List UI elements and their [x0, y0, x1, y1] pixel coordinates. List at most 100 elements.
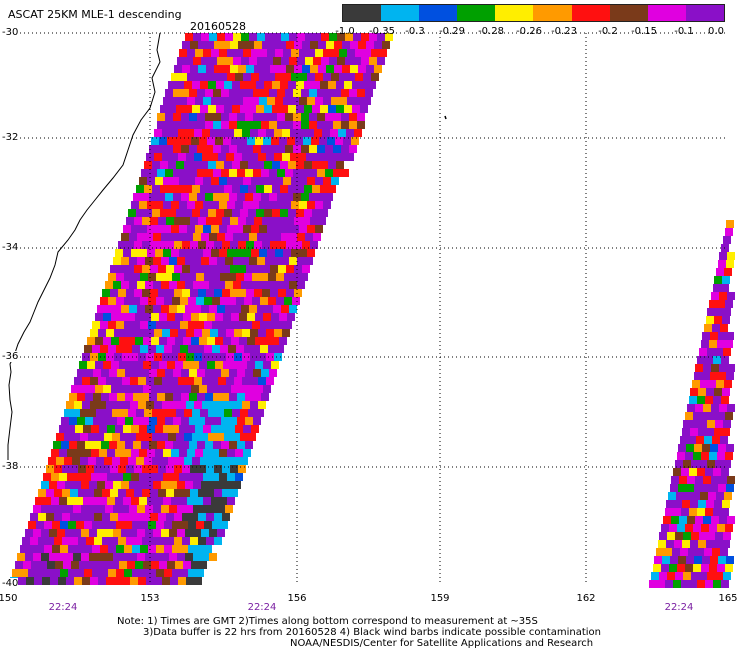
data-cell [722, 500, 730, 508]
data-cell [226, 401, 234, 409]
data-cell [261, 193, 269, 201]
data-cell [315, 201, 323, 209]
data-cell [81, 553, 89, 561]
data-cell [211, 225, 219, 233]
data-cell [713, 356, 721, 364]
data-cell [254, 41, 262, 49]
data-cell [670, 556, 678, 564]
data-cell [232, 81, 240, 89]
data-cell [102, 513, 110, 521]
data-cell [377, 33, 385, 41]
data-cell [242, 377, 250, 385]
data-cell [382, 41, 390, 49]
data-cell [272, 209, 280, 217]
data-cell [353, 33, 361, 41]
data-cell [219, 225, 227, 233]
data-cell [114, 353, 122, 361]
data-cell [86, 537, 94, 545]
data-cell [723, 572, 731, 580]
data-cell [286, 241, 294, 249]
data-cell [229, 89, 237, 97]
data-cell [256, 185, 264, 193]
data-cell [154, 153, 162, 161]
data-cell [79, 385, 87, 393]
data-cell [726, 220, 734, 228]
data-cell [177, 305, 185, 313]
data-cell [225, 33, 233, 41]
data-cell [86, 513, 94, 521]
data-cell [187, 449, 195, 457]
data-cell [260, 273, 268, 281]
data-cell [124, 297, 132, 305]
data-cell [41, 505, 49, 513]
data-cell [183, 337, 191, 345]
data-cell [102, 289, 110, 297]
data-cell [257, 257, 265, 265]
data-cell [238, 289, 246, 297]
data-cell [213, 393, 221, 401]
data-cell [312, 209, 320, 217]
data-cell [130, 577, 138, 585]
data-cell [206, 241, 214, 249]
data-cell [716, 380, 724, 388]
data-cell [714, 540, 722, 548]
data-cell [211, 497, 219, 505]
data-cell [26, 577, 34, 585]
data-cell [297, 257, 305, 265]
data-cell [296, 185, 304, 193]
data-cell [366, 41, 374, 49]
data-cell [179, 449, 187, 457]
data-cell [149, 193, 157, 201]
data-cell [219, 249, 227, 257]
note-line-2: 3)Data buffer is 22 hrs from 20160528 4)… [143, 627, 601, 638]
data-cell [80, 409, 88, 417]
data-cell [185, 529, 193, 537]
data-cell [186, 377, 194, 385]
data-cell [163, 473, 171, 481]
data-cell [77, 393, 85, 401]
data-cell [230, 41, 238, 49]
data-cell [360, 105, 368, 113]
data-cell [218, 129, 226, 137]
data-cell [346, 153, 354, 161]
data-cell [235, 449, 243, 457]
data-cell [306, 129, 314, 137]
data-cell [120, 409, 128, 417]
data-cell [165, 145, 173, 153]
data-cell [339, 73, 347, 81]
data-cell [257, 305, 265, 313]
data-cell [336, 105, 344, 113]
data-cell [137, 281, 145, 289]
data-cell [280, 209, 288, 217]
data-cell [208, 457, 216, 465]
data-cell [207, 385, 215, 393]
data-cell [286, 289, 294, 297]
data-cell [241, 257, 249, 265]
data-cell [92, 545, 100, 553]
data-cell [54, 489, 62, 497]
data-cell [241, 305, 249, 313]
data-cell [106, 577, 114, 585]
data-cell [160, 185, 168, 193]
data-cell [93, 441, 101, 449]
data-cell [341, 89, 349, 97]
data-cell [251, 73, 259, 81]
data-cell [51, 473, 59, 481]
data-cell [104, 409, 112, 417]
data-cell [189, 169, 197, 177]
data-cell [135, 337, 143, 345]
data-cell [206, 41, 214, 49]
data-cell [75, 425, 83, 433]
data-cell [80, 457, 88, 465]
data-cell [320, 161, 328, 169]
data-cell [270, 265, 278, 273]
data-cell [275, 249, 283, 257]
data-cell [712, 436, 720, 444]
data-cell [225, 57, 233, 65]
data-cell [288, 185, 296, 193]
data-cell [150, 265, 158, 273]
data-cell [200, 185, 208, 193]
data-cell [237, 193, 245, 201]
data-cell [250, 377, 258, 385]
data-cell [71, 385, 79, 393]
